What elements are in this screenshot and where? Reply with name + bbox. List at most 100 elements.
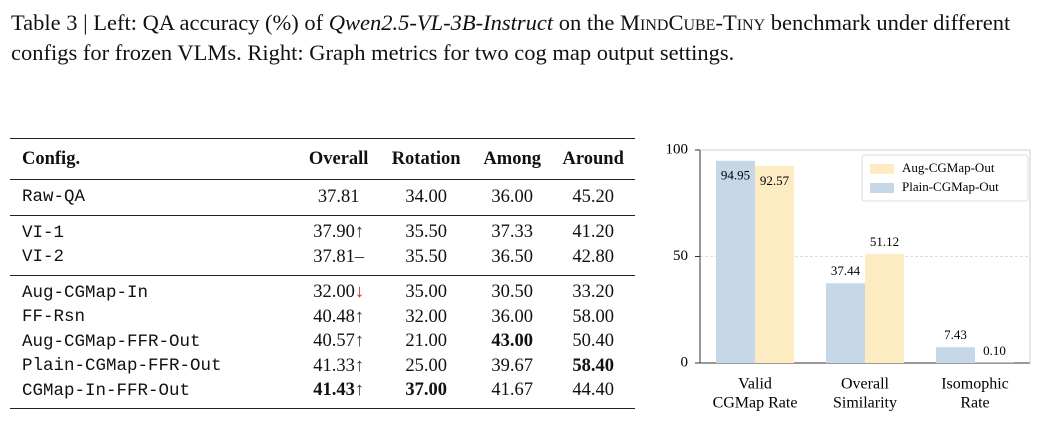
cell-text: VI-2 <box>22 247 65 268</box>
cell-text: 58.40 <box>572 355 615 376</box>
caption-text: on the <box>558 10 615 35</box>
trend-marker: ↑ <box>354 355 365 376</box>
cell-text: 50.40 <box>572 331 615 352</box>
config-cell: Plain-CGMap-FFR-Out <box>10 354 298 379</box>
table-row: Aug-CGMap-In 32.00↓ 35.00 30.50 33.20 <box>10 275 635 305</box>
cell-text: 39.67 <box>491 355 534 376</box>
value-label: 37.44 <box>831 263 861 278</box>
legend-box <box>861 154 1029 202</box>
cell-text: VI-1 <box>22 222 65 243</box>
config-cell: FF-Rsn <box>10 305 298 330</box>
cell-text: Plain-CGMap-FFR-Out <box>22 356 222 377</box>
cell-text: 37.81 <box>317 186 360 207</box>
value-cell: 35.50 <box>379 215 473 245</box>
value-cell: 39.67 <box>473 354 551 379</box>
value-cell: 45.20 <box>551 180 635 216</box>
x-tick-label: Valid <box>738 376 772 393</box>
row-group: Raw-QA 37.81 34.00 36.00 45.20 <box>10 180 635 216</box>
cell-text: 37.90 <box>313 222 355 243</box>
header-row: Config. Overall Rotation Among Around <box>10 138 635 180</box>
cell-text: 45.20 <box>572 186 615 207</box>
header-cell: Among <box>483 148 541 169</box>
cell-text: Aug-CGMap-In <box>22 282 149 303</box>
value-cell: 36.50 <box>473 245 551 275</box>
value-cell: 35.00 <box>379 275 473 305</box>
bar <box>716 160 755 363</box>
value-cell: 32.00 <box>379 305 473 330</box>
config-cell: Aug-CGMap-FFR-Out <box>10 330 298 355</box>
value-cell: 58.00 <box>551 305 635 330</box>
bar <box>755 165 794 363</box>
legend-label: Aug-CGMap-Out <box>902 160 995 175</box>
value-cell: 34.00 <box>379 180 473 216</box>
table-head: Config. Overall Rotation Among Around <box>10 138 635 180</box>
value-cell: 33.20 <box>551 275 635 305</box>
cell-text: 36.50 <box>491 246 534 267</box>
x-tick-label: CGMap Rate <box>713 395 798 412</box>
cell-text: 35.50 <box>405 246 447 267</box>
cell-text: 40.48 <box>313 306 355 327</box>
x-tick-label: Overall <box>841 376 890 393</box>
cell-text: 41.33 <box>313 355 355 376</box>
cell-text: 44.40 <box>572 380 615 401</box>
value-cell: 40.57↑ <box>298 330 379 355</box>
table-row: Raw-QA 37.81 34.00 36.00 45.20 <box>10 180 635 216</box>
cell-text: 43.00 <box>491 331 534 352</box>
cell-text: Aug-CGMap-FFR-Out <box>22 331 201 352</box>
trend-marker: ↓ <box>354 282 365 303</box>
bar <box>936 347 975 363</box>
cell-text: 32.00 <box>405 306 447 327</box>
y-tick-label: 50 <box>673 248 688 264</box>
results-table: Config. Overall Rotation Among Around Raw-QA 3… <box>10 138 635 409</box>
value-cell: 37.81– <box>298 245 379 275</box>
caption-text: benchmark under different configs for fr… <box>11 10 1011 65</box>
config-cell: CGMap-In-FFR-Out <box>10 379 298 409</box>
bar <box>826 283 865 363</box>
value-cell: 41.67 <box>473 379 551 409</box>
caption-benchmark: MindCube-Tiny <box>620 10 766 35</box>
value-cell: 36.00 <box>473 305 551 330</box>
config-cell: Aug-CGMap-In <box>10 275 298 305</box>
x-tick-label: Rate <box>960 395 989 412</box>
table-row: Aug-CGMap-FFR-Out 40.57↑ 21.00 43.00 50.40 <box>10 330 635 355</box>
cell-text: 35.50 <box>405 222 447 243</box>
cell-text: 37.33 <box>491 222 534 243</box>
cell-text: Raw-QA <box>22 187 86 208</box>
cell-text: 35.00 <box>405 282 447 303</box>
value-label: 7.43 <box>944 327 967 342</box>
header-cell: Config. <box>22 148 81 169</box>
bar <box>865 254 904 363</box>
value-cell: 32.00↓ <box>298 275 379 305</box>
caption-text: Table 3 | Left: QA accuracy (%) of <box>11 10 324 35</box>
value-cell: 50.40 <box>551 330 635 355</box>
cell-text: 36.00 <box>491 306 534 327</box>
cell-text: 41.67 <box>491 380 534 401</box>
config-cell: VI-1 <box>10 215 298 245</box>
value-cell: 43.00 <box>473 330 551 355</box>
value-cell: 37.00 <box>379 379 473 409</box>
cell-text: 25.00 <box>405 355 447 376</box>
value-cell: 37.33 <box>473 215 551 245</box>
legend-label: Plain-CGMap-Out <box>902 179 999 194</box>
cell-text: 42.80 <box>572 246 615 267</box>
header-cell: Rotation <box>391 148 461 169</box>
value-cell: 37.90↑ <box>298 215 379 245</box>
table-row: VI-2 37.81– 35.50 36.50 42.80 <box>10 245 635 275</box>
value-cell: 40.48↑ <box>298 305 379 330</box>
value-cell: 42.80 <box>551 245 635 275</box>
cell-text: 40.57 <box>313 331 355 352</box>
cell-text: 30.50 <box>491 282 534 303</box>
cell-text: 58.00 <box>572 306 615 327</box>
cell-text: 33.20 <box>572 282 615 303</box>
cell-text: 37.81 <box>313 246 355 267</box>
value-cell: 35.50 <box>379 245 473 275</box>
value-label: 94.95 <box>721 168 750 183</box>
trend-marker: – <box>354 246 365 267</box>
value-cell: 21.00 <box>379 330 473 355</box>
value-cell: 41.43↑ <box>298 379 379 409</box>
value-label: 51.12 <box>870 234 899 249</box>
table-row: Plain-CGMap-FFR-Out 41.33↑ 25.00 39.67 58.40 <box>10 354 635 379</box>
cell-text: 32.00 <box>313 282 355 303</box>
